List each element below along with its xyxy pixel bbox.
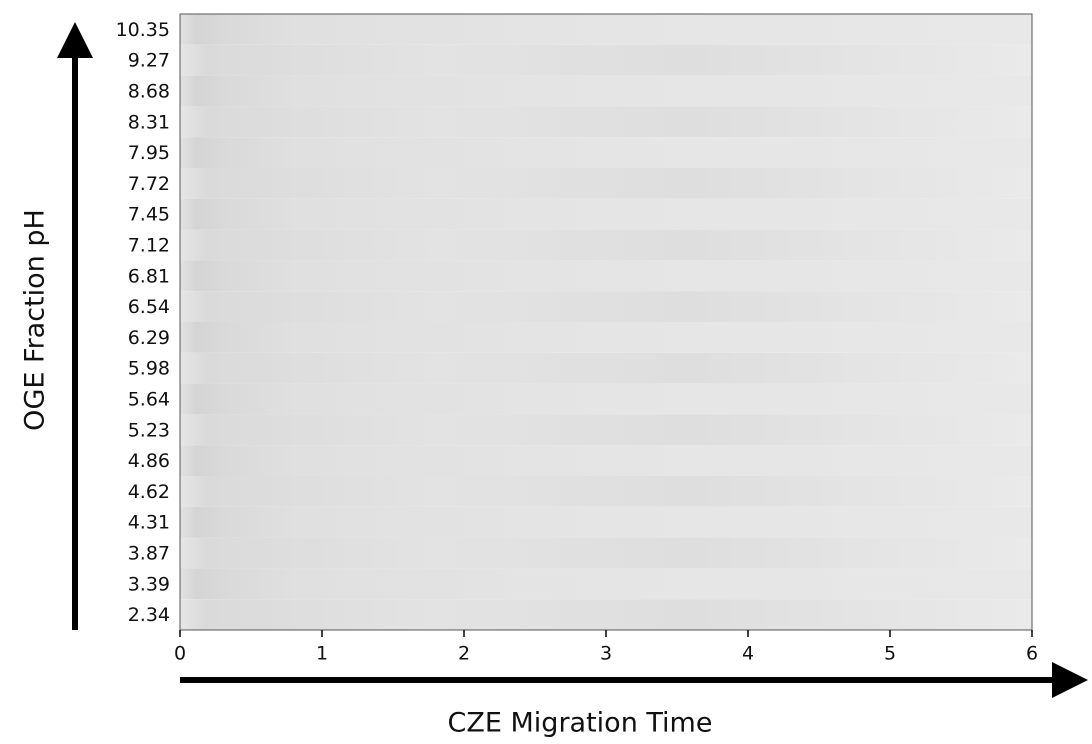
y-tick-label: 7.12	[128, 235, 170, 257]
gel-lane	[180, 76, 1032, 107]
x-axis-title: CZE Migration Time	[448, 708, 713, 739]
gel-lane	[180, 291, 1032, 322]
y-tick-label: 6.29	[128, 327, 170, 349]
y-tick-label: 5.98	[128, 358, 170, 380]
x-tick-label: 2	[458, 643, 470, 665]
y-tick-label: 4.31	[128, 512, 170, 534]
x-tick-label: 0	[174, 643, 186, 665]
gel-lane	[180, 45, 1032, 76]
x-tick-label: 5	[884, 643, 896, 665]
heatmap-area	[180, 14, 1032, 630]
gel-lane	[180, 199, 1032, 230]
gel-lane	[180, 599, 1032, 630]
gel-lane	[180, 353, 1032, 384]
gel-lane	[180, 384, 1032, 415]
y-tick-label: 8.68	[128, 81, 170, 103]
y-tick-label: 3.39	[128, 573, 170, 595]
gel-lane	[180, 568, 1032, 599]
y-tick-label: 6.81	[128, 265, 170, 287]
y-tick-label: 10.35	[116, 19, 170, 41]
y-tick-label: 4.62	[128, 481, 170, 503]
x-tick-label: 3	[600, 643, 612, 665]
y-tick-label: 4.86	[128, 450, 170, 472]
gel-lane	[180, 168, 1032, 199]
gel-lane	[180, 538, 1032, 569]
y-tick-label: 7.95	[128, 142, 170, 164]
page: {"chart_data": {"type": "heatmap", "x_la…	[0, 0, 1092, 744]
gel-lane	[180, 445, 1032, 476]
y-axis-title: OGE Fraction pH	[20, 209, 51, 431]
gel-lane	[180, 476, 1032, 507]
y-tick-label: 8.31	[128, 111, 170, 133]
y-tick-label: 7.72	[128, 173, 170, 195]
gel-lane	[180, 137, 1032, 168]
y-tick-label: 2.34	[128, 604, 170, 626]
x-tick-label: 6	[1026, 643, 1038, 665]
y-tick-label: 6.54	[128, 296, 170, 318]
y-tick-label: 5.64	[128, 389, 170, 411]
gel-lane	[180, 14, 1032, 45]
y-tick-label: 3.87	[128, 543, 170, 565]
x-tick-label: 1	[316, 643, 328, 665]
gel-lane	[180, 507, 1032, 538]
gel-lane	[180, 230, 1032, 261]
y-tick-label: 9.27	[128, 50, 170, 72]
x-tick-label: 4	[742, 643, 754, 665]
gel-lane	[180, 322, 1032, 353]
chart: OGE Fraction pH CZE Migration Time 10.35…	[0, 0, 1092, 744]
y-tick-label: 7.45	[128, 204, 170, 226]
gel-lane	[180, 260, 1032, 291]
gel-lane	[180, 414, 1032, 445]
gel-lane	[180, 106, 1032, 137]
y-tick-label: 5.23	[128, 419, 170, 441]
